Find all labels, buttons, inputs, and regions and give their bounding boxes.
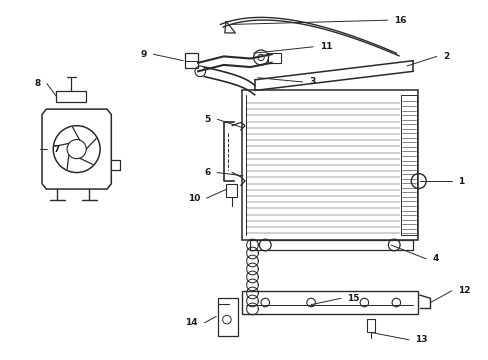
Bar [400,95,416,235]
Text: 14: 14 [185,318,198,327]
Bar [218,298,237,336]
Text: 16: 16 [393,16,406,25]
Text: 6: 6 [204,168,210,177]
Bar [185,53,198,68]
Text: 13: 13 [415,335,427,344]
Text: 4: 4 [432,255,438,264]
Text: 10: 10 [187,194,200,203]
Bar [56,91,86,102]
Text: 11: 11 [319,42,331,51]
Bar [268,53,281,63]
Text: 8: 8 [34,79,41,88]
Text: 15: 15 [346,294,359,303]
Bar [242,90,417,240]
Text: 2: 2 [442,52,448,61]
Bar [225,184,236,197]
Text: 3: 3 [308,77,315,86]
Bar [366,319,374,332]
Text: 1: 1 [457,176,464,185]
Bar [242,291,417,314]
Text: 5: 5 [204,115,210,124]
Text: 12: 12 [457,286,469,295]
Text: 9: 9 [141,50,147,59]
Text: 7: 7 [53,145,60,154]
